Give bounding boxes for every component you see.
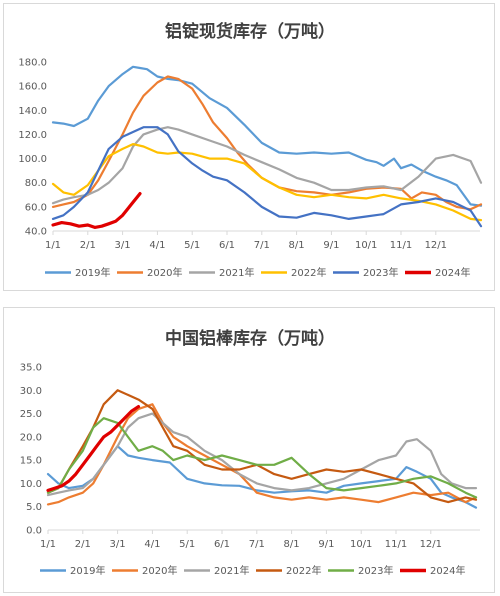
chart-axes: 0.0 5.0 10.0 15.0 20.0 25.0 30.0 35.0 1/1 2/1 3/1 4… [20,363,480,550]
x-tick-label: 11/1 [390,240,412,251]
x-tick-label: 8/1 [289,240,305,251]
x-tick-label: 4/1 [149,240,165,251]
series-line-2019 [51,65,483,207]
legend-label: 2023年 [358,564,393,577]
y-tick-label: 140.0 [18,106,47,117]
series-line-2021 [46,412,478,497]
chart-panel-aluminum-bar: 中国铝棒库存（万吨） 0.0 5.0 10.0 15.0 20.0 25.0 30.0 35.… [3,307,495,593]
series-line-2024 [46,404,141,492]
series-line-2024 [51,192,142,229]
chart-series-group [46,389,478,509]
chart-series-group [51,65,483,229]
x-tick-label: 9/1 [323,240,339,251]
legend-label: 2020年 [142,564,177,577]
x-tick-label: 8/1 [284,539,300,550]
legend-label: 2020年 [147,266,182,279]
y-tick-label: 60.0 [25,202,47,213]
x-tick-label: 7/1 [254,240,270,251]
series-line-2021 [51,126,483,205]
x-tick-label: 10/1 [355,240,377,251]
y-tick-label: 80.0 [25,178,47,189]
series-line-2023 [51,126,483,228]
chart-title: 铝锭现货库存（万吨） [165,21,335,42]
y-tick-label: 10.0 [20,479,42,490]
x-tick-label: 3/1 [115,240,131,251]
y-tick-label: 160.0 [18,82,47,93]
series-line-2022 [51,143,483,222]
legend-label: 2019年 [70,564,105,577]
y-tick-label: 40.0 [25,227,47,238]
y-tick-label: 100.0 [18,154,47,165]
legend-label: 2022年 [286,564,321,577]
x-tick-label: 1/1 [45,240,61,251]
y-tick-label: 180.0 [18,58,47,69]
x-tick-label: 12/1 [420,539,442,550]
chart-legend: 2019年 2020年 2021年 2022年 2023年 2024年 [45,266,470,279]
series-line-2023 [46,417,478,499]
x-tick-label: 7/1 [249,539,265,550]
x-tick-label: 4/1 [144,539,160,550]
legend-label: 2021年 [214,564,249,577]
legend-label: 2021年 [219,266,254,279]
chart-aluminum-bar-inventory: 中国铝棒库存（万吨） 0.0 5.0 10.0 15.0 20.0 25.0 30.0 35.… [20,328,480,577]
chart-aluminum-ingot-inventory: 铝锭现货库存（万吨） 40.0 60.0 80.0 100.0 120.0 140.0 16… [18,21,483,279]
y-tick-label: 120.0 [18,130,47,141]
x-tick-label: 5/1 [179,539,195,550]
y-tick-label: 15.0 [20,456,42,467]
chart-title: 中国铝棒库存（万吨） [165,328,335,349]
x-tick-label: 5/1 [184,240,200,251]
series-line-2020 [51,75,483,211]
y-tick-label: 35.0 [20,363,42,374]
x-tick-label: 11/1 [385,539,407,550]
x-tick-label: 3/1 [110,539,126,550]
legend-label: 2023年 [363,266,398,279]
x-tick-label: 6/1 [214,539,230,550]
chart-legend: 2019年 2020年 2021年 2022年 2023年 2024年 [40,564,465,577]
legend-label: 2022年 [291,266,326,279]
legend-label: 2024年 [435,266,470,279]
x-tick-label: 10/1 [350,539,372,550]
legend-label: 2019年 [75,266,110,279]
y-tick-label: 30.0 [20,386,42,397]
chart-panel-aluminum-ingot: 铝锭现货库存（万吨） 40.0 60.0 80.0 100.0 120.0 140.0 16… [3,3,495,291]
y-tick-label: 25.0 [20,409,42,420]
y-tick-label: 5.0 [26,502,42,513]
x-tick-label: 9/1 [318,539,334,550]
x-tick-label: 2/1 [75,539,91,550]
x-tick-label: 12/1 [425,240,447,251]
x-tick-label: 1/1 [40,539,56,550]
legend-label: 2024年 [430,564,465,577]
x-tick-label: 2/1 [80,240,96,251]
y-tick-label: 20.0 [20,432,42,443]
chart-axes: 40.0 60.0 80.0 100.0 120.0 140.0 160.0 180.0 1/1… [18,58,480,251]
series-line-2019 [46,445,478,509]
y-tick-label: 0.0 [26,526,42,537]
x-tick-label: 6/1 [219,240,235,251]
series-line-2022 [46,389,478,504]
